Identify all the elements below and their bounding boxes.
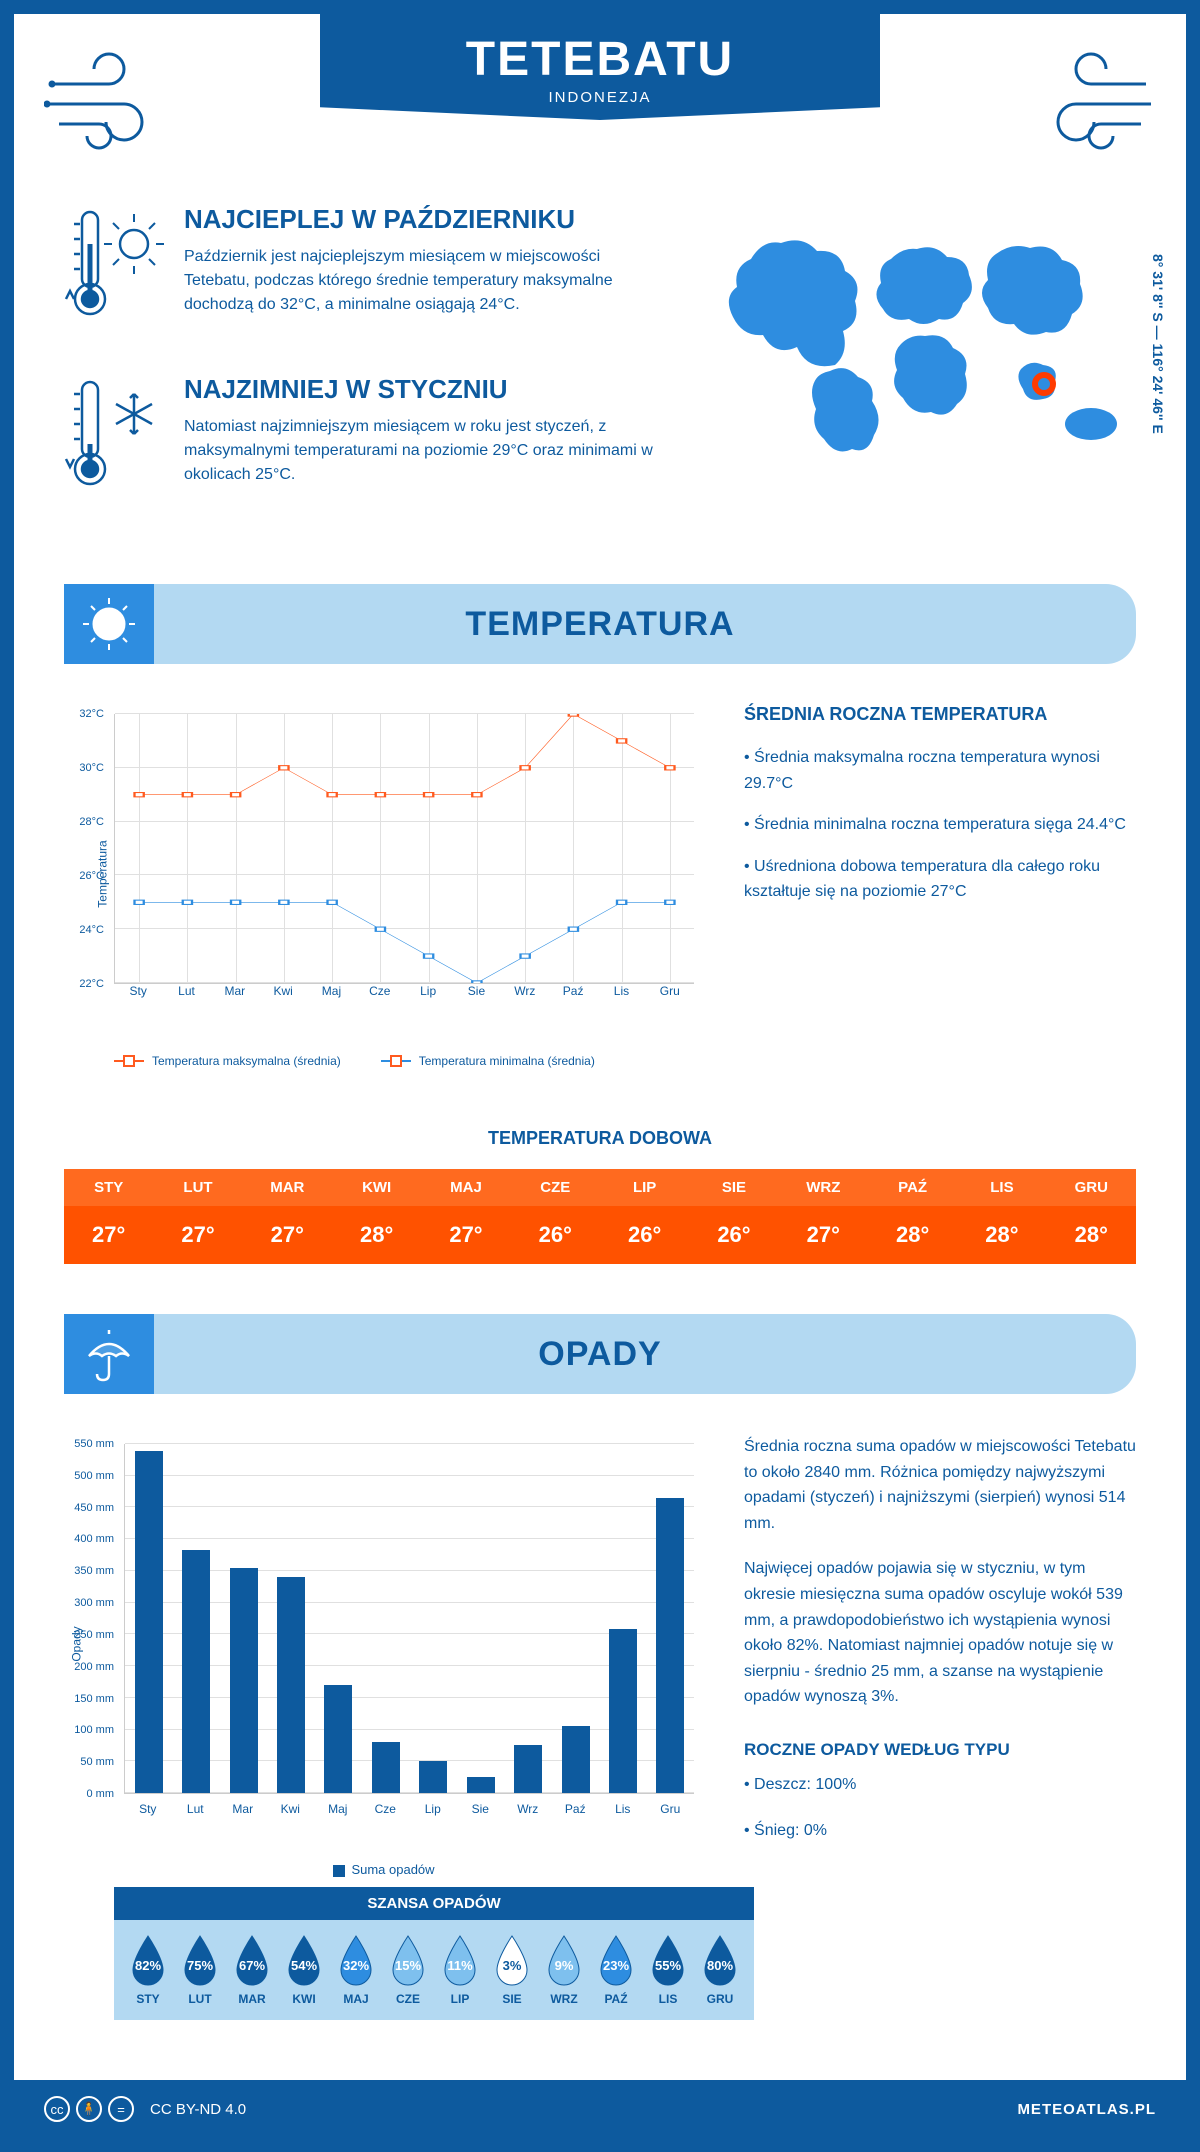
rain-chart-area: Opady 0 mm50 mm100 mm150 mm200 mm250 mm3… — [64, 1434, 704, 2060]
temperature-header: TEMPERATURA — [64, 584, 1136, 664]
temp-bullet-1: • Średnia minimalna roczna temperatura s… — [744, 812, 1136, 838]
cc-icon: cc — [44, 2096, 70, 2122]
umbrella-icon — [64, 1314, 154, 1394]
rain-title: OPADY — [538, 1335, 661, 1374]
title-banner: TETEBATU INDONEZJA — [320, 14, 880, 120]
city-title: TETEBATU — [320, 32, 880, 87]
footer: cc 🧍 = CC BY-ND 4.0 METEOATLAS.PL — [14, 2080, 1186, 2138]
thermometer-sun-icon — [64, 204, 164, 324]
world-map — [696, 204, 1136, 484]
temperature-chart-area: Temperatura 22°C24°C26°C28°C30°C32°C Sty… — [64, 704, 704, 1068]
header: TETEBATU INDONEZJA — [14, 14, 1186, 194]
country-label: INDONEZJA — [320, 89, 880, 106]
site-name: METEOATLAS.PL — [1017, 2101, 1156, 2118]
temperature-title: TEMPERATURA — [465, 605, 734, 644]
daily-temp-title: TEMPERATURA DOBOWA — [14, 1128, 1186, 1149]
legend-min: Temperatura minimalna (średnia) — [381, 1054, 595, 1068]
coordinates: 8° 31' 8'' S — 116° 24' 46'' E — [1150, 254, 1166, 434]
rain-chart: Opady 0 mm50 mm100 mm150 mm200 mm250 mm3… — [64, 1434, 704, 1854]
rain-para-1: Średnia roczna suma opadów w miejscowośc… — [744, 1434, 1136, 1536]
license-block: cc 🧍 = CC BY-ND 4.0 — [44, 2096, 246, 2122]
daily-temperature-table: STY27°LUT27°MAR27°KWI28°MAJ27°CZE26°LIP2… — [64, 1169, 1136, 1264]
rain-legend: Suma opadów — [64, 1862, 704, 1877]
license-text: CC BY-ND 4.0 — [150, 2101, 246, 2118]
temp-legend: .legend-line:nth-child(1)::before{border… — [64, 1054, 704, 1068]
thermometer-snow-icon — [64, 374, 164, 494]
intro-section: NAJCIEPLEJ W PAŹDZIERNIKU Październik je… — [14, 194, 1186, 584]
rain-chance-table: SZANSA OPADÓW 82%STY75%LUT67%MAR54%KWI32… — [114, 1887, 754, 2020]
temperature-chart: Temperatura 22°C24°C26°C28°C30°C32°C Sty… — [64, 704, 704, 1044]
chance-title: SZANSA OPADÓW — [114, 1887, 754, 1920]
temperature-section: Temperatura 22°C24°C26°C28°C30°C32°C Sty… — [14, 664, 1186, 1108]
map-column: 8° 31' 8'' S — 116° 24' 46'' E — [696, 204, 1136, 544]
wind-icon-left — [44, 44, 164, 164]
wind-icon-right — [1036, 44, 1156, 164]
fact-cold: NAJZIMNIEJ W STYCZNIU Natomiast najzimni… — [64, 374, 656, 494]
temp-bullet-0: • Średnia maksymalna roczna temperatura … — [744, 745, 1136, 796]
rain-type-0: • Deszcz: 100% — [744, 1772, 1136, 1798]
fact-cold-text: Natomiast najzimniejszym miesiącem w rok… — [184, 415, 656, 487]
nd-icon: = — [108, 2096, 134, 2122]
fact-warm: NAJCIEPLEJ W PAŹDZIERNIKU Październik je… — [64, 204, 656, 324]
fact-cold-title: NAJZIMNIEJ W STYCZNIU — [184, 374, 656, 405]
fact-warm-title: NAJCIEPLEJ W PAŹDZIERNIKU — [184, 204, 656, 235]
facts-column: NAJCIEPLEJ W PAŹDZIERNIKU Październik je… — [64, 204, 656, 544]
by-icon: 🧍 — [76, 2096, 102, 2122]
rain-info: Średnia roczna suma opadów w miejscowośc… — [744, 1434, 1136, 2060]
temp-bullet-2: • Uśredniona dobowa temperatura dla całe… — [744, 854, 1136, 905]
sun-icon — [64, 584, 154, 664]
temp-info-title: ŚREDNIA ROCZNA TEMPERATURA — [744, 704, 1136, 725]
rain-section: Opady 0 mm50 mm100 mm150 mm200 mm250 mm3… — [14, 1394, 1186, 2080]
temperature-info: ŚREDNIA ROCZNA TEMPERATURA • Średnia mak… — [744, 704, 1136, 1068]
rain-header: OPADY — [64, 1314, 1136, 1394]
rain-para-2: Najwięcej opadów pojawia się w styczniu,… — [744, 1556, 1136, 1710]
rain-type-title: ROCZNE OPADY WEDŁUG TYPU — [744, 1740, 1136, 1760]
rain-type-1: • Śnieg: 0% — [744, 1818, 1136, 1844]
legend-max: .legend-line:nth-child(1)::before{border… — [114, 1054, 341, 1068]
page: TETEBATU INDONEZJA — [0, 0, 1200, 2152]
fact-warm-text: Październik jest najcieplejszym miesiące… — [184, 245, 656, 317]
